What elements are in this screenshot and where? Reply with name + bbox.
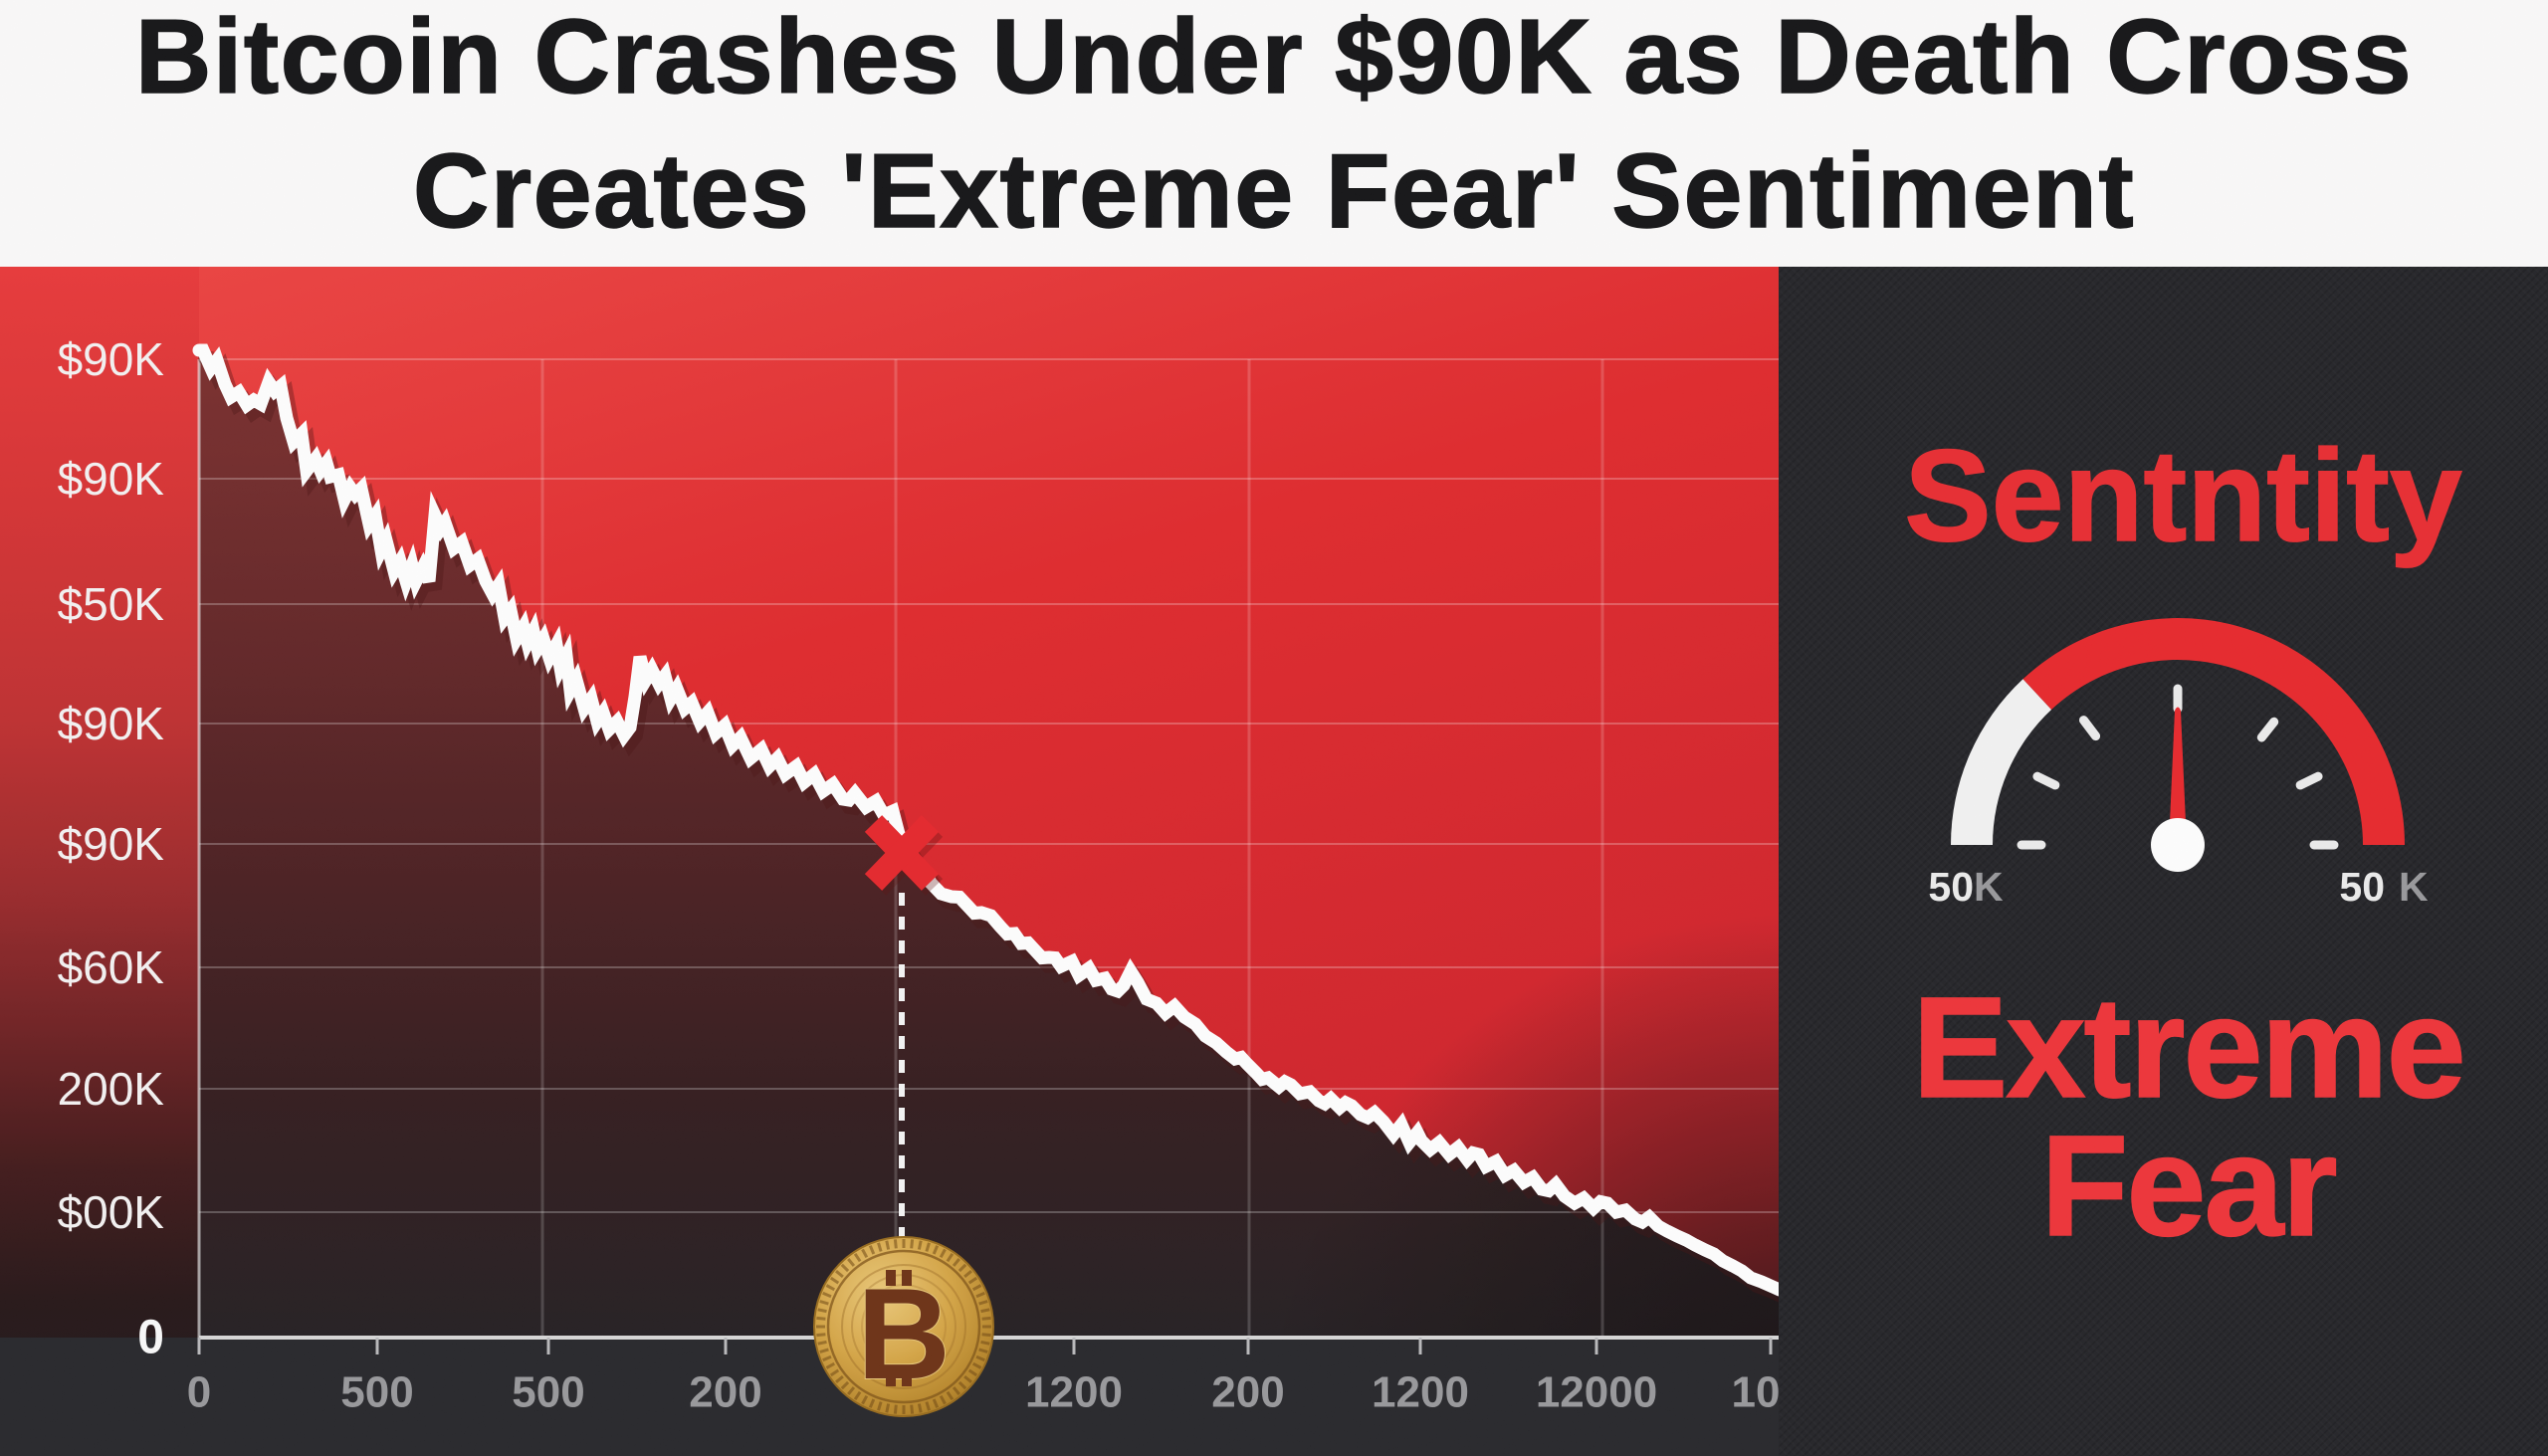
svg-text:$60K: $60K [58, 941, 165, 993]
svg-text:0: 0 [137, 1312, 164, 1364]
svg-text:$90K: $90K [58, 818, 165, 870]
svg-text:200: 200 [689, 1368, 761, 1417]
svg-text:1200: 1200 [1025, 1368, 1123, 1417]
svg-text:$50K: $50K [58, 578, 165, 630]
svg-text:500: 500 [340, 1368, 413, 1417]
svg-text:12000: 12000 [1536, 1368, 1657, 1417]
svg-text:10: 10 [1732, 1368, 1779, 1417]
svg-text:$00K: $00K [58, 1186, 165, 1238]
svg-text:500: 500 [512, 1368, 584, 1417]
svg-text:$90K: $90K [58, 333, 165, 385]
svg-text:0: 0 [187, 1368, 211, 1417]
svg-text:200K: 200K [58, 1063, 165, 1115]
svg-text:200: 200 [1211, 1368, 1284, 1417]
svg-text:1200: 1200 [1372, 1368, 1469, 1417]
svg-text:$90K: $90K [58, 698, 165, 749]
svg-text:$90K: $90K [58, 453, 165, 505]
